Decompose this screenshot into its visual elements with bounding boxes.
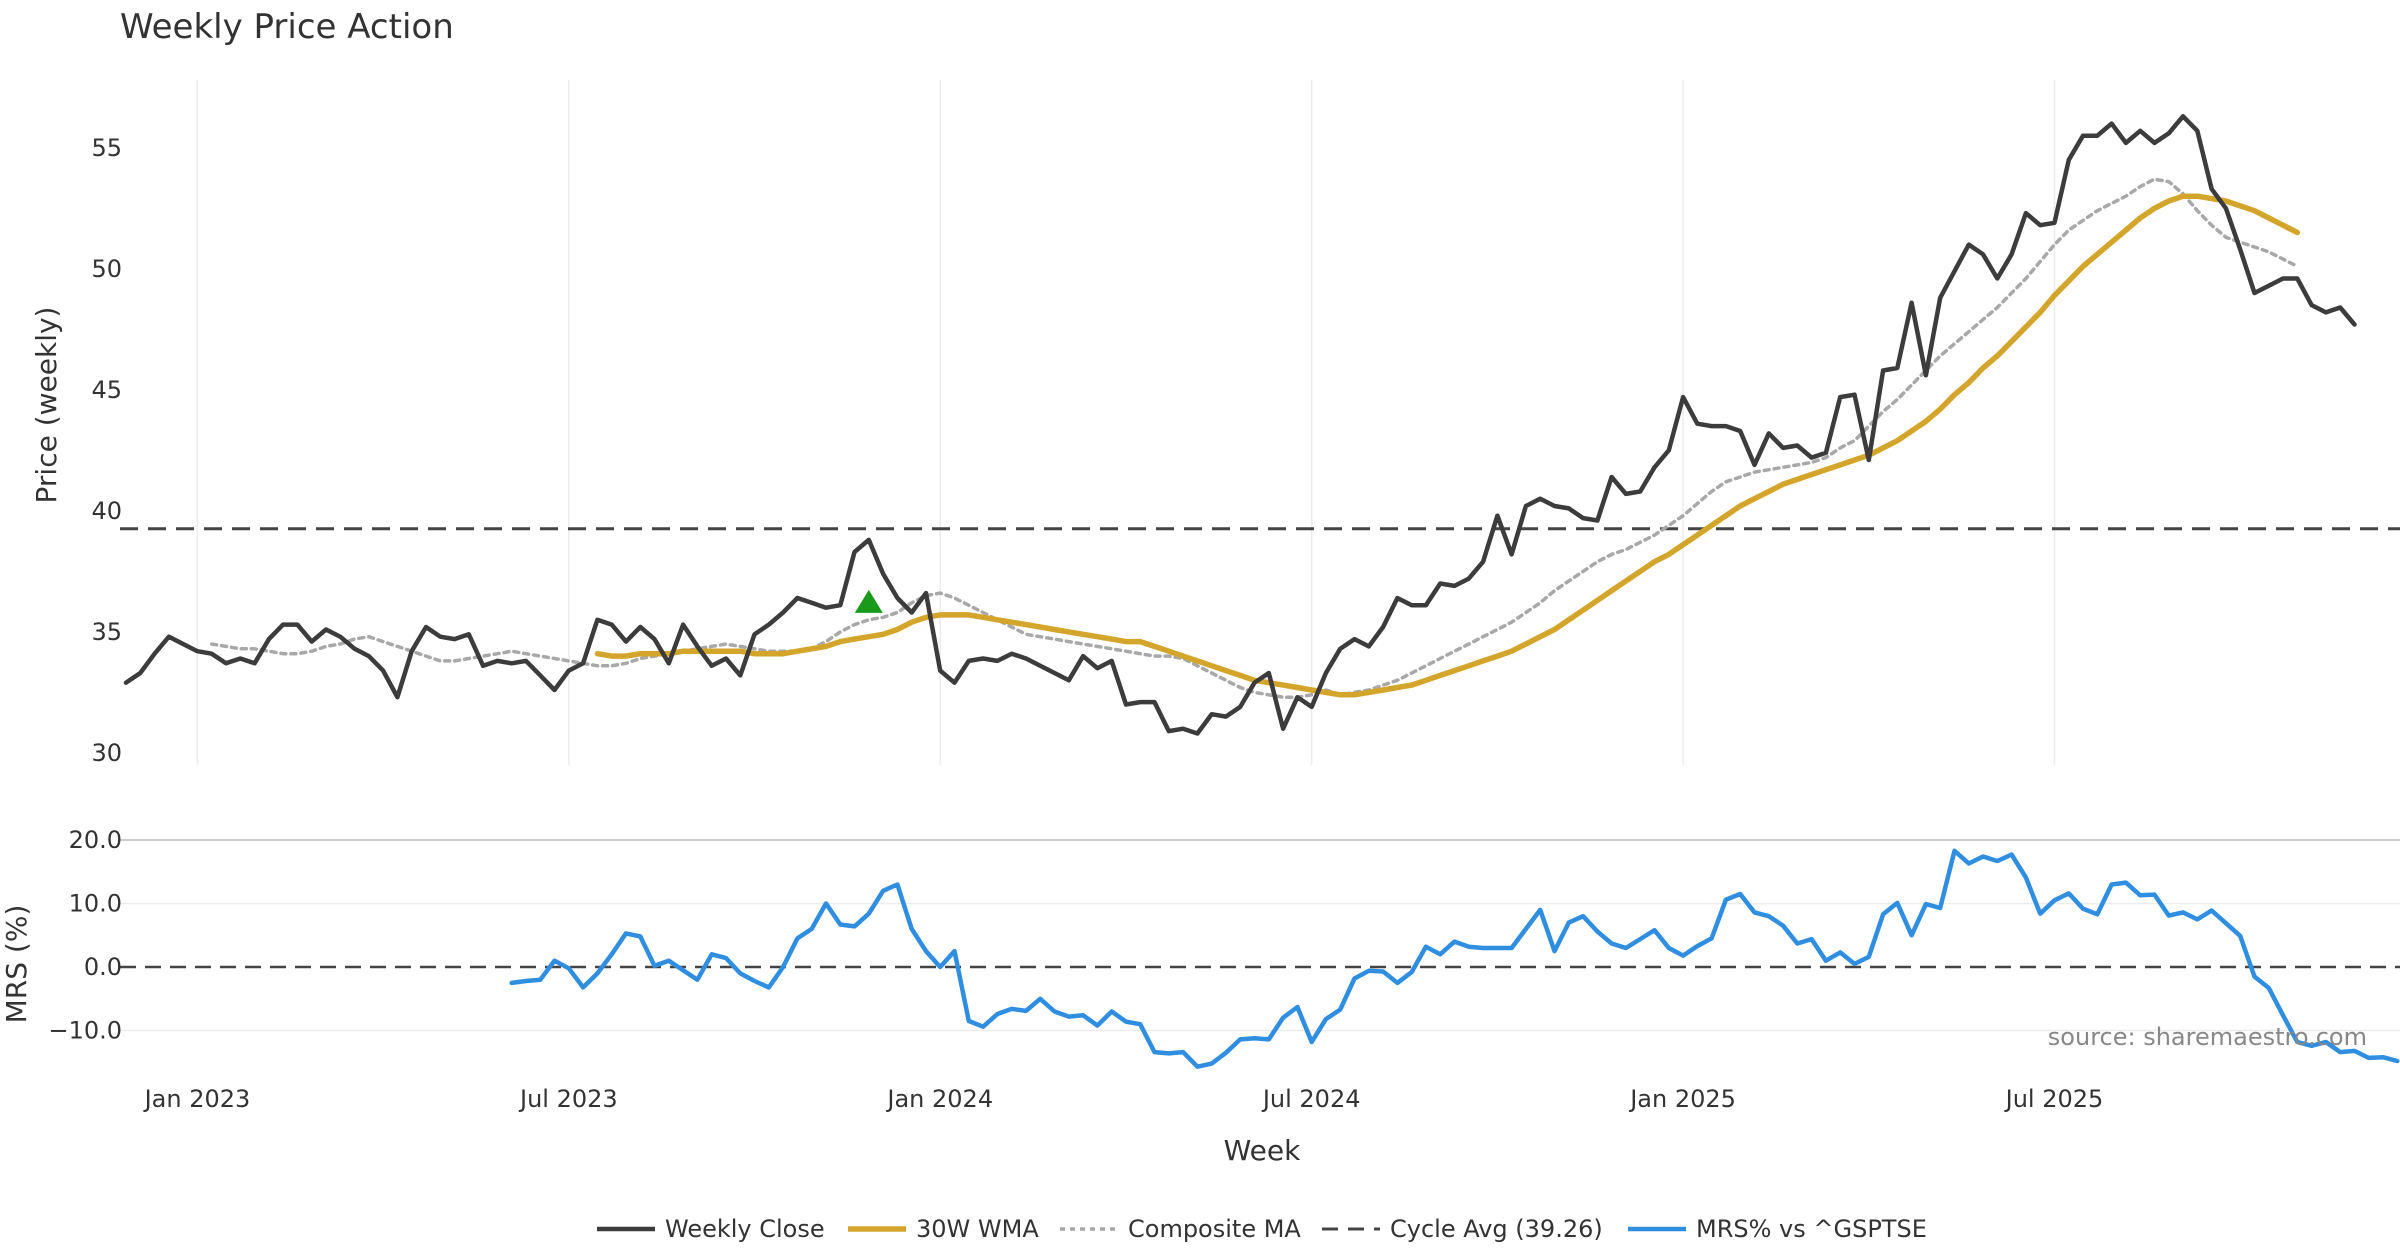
mrs-y-tick-label: 0.0 [84, 953, 122, 981]
price-y-axis-label: Price (weekly) [30, 307, 63, 504]
legend-label: Cycle Avg (39.26) [1390, 1215, 1603, 1243]
price-y-tick-label: 50 [91, 255, 122, 283]
buy-signal-marker [854, 589, 883, 613]
price-y-tick-label: 45 [91, 376, 122, 404]
x-tick-label: Jul 2023 [518, 1085, 618, 1113]
price-y-tick-label: 55 [91, 134, 122, 162]
mrs-line [509, 848, 2400, 1069]
mrs-y-tick-label: −10.0 [48, 1017, 122, 1045]
x-tick-label: Jul 2025 [2004, 1085, 2104, 1113]
x-axis-label: Week [1224, 1134, 1301, 1167]
x-tick-label: Jul 2024 [1261, 1085, 1361, 1113]
mrs-y-ticks: 20.0 10.0 0.0 −10.0 [48, 826, 122, 1045]
legend-label: MRS% vs ^GSPTSE [1696, 1215, 1927, 1243]
legend-label: Composite MA [1128, 1215, 1301, 1243]
wma-30w-line [594, 193, 2301, 698]
price-y-tick-label: 35 [91, 618, 122, 646]
x-ticks: Jan 2023 Jul 2023 Jan 2024 Jul 2024 Jan 2025… [143, 1085, 2104, 1113]
weekly-close-line [123, 114, 2357, 736]
mrs-y-tick-label: 20.0 [69, 826, 122, 854]
legend-label: 30W WMA [916, 1215, 1039, 1243]
legend: Weekly Close 30W WMA Composite MA Cycle Avg… [597, 1215, 1927, 1243]
x-tick-label: Jan 2025 [1628, 1085, 1736, 1113]
signal-markers [854, 589, 883, 613]
mrs-y-axis-label: MRS (%) [0, 905, 33, 1024]
price-y-ticks: 30 35 40 45 50 55 [91, 134, 122, 767]
composite-ma-line [209, 177, 2300, 699]
mrs-y-tick-label: 10.0 [69, 890, 122, 918]
x-tick-label: Jan 2023 [143, 1085, 251, 1113]
legend-label: Weekly Close [665, 1215, 825, 1243]
mrs-panel-grid [120, 839, 2400, 1032]
price-y-tick-label: 30 [91, 739, 122, 767]
chart-title: Weekly Price Action [120, 7, 454, 47]
x-tick-label: Jan 2024 [885, 1085, 993, 1113]
source-note: source: sharemaestro.com [2048, 1023, 2367, 1051]
price-y-tick-label: 40 [91, 497, 122, 525]
price-panel-grid [196, 80, 2056, 765]
